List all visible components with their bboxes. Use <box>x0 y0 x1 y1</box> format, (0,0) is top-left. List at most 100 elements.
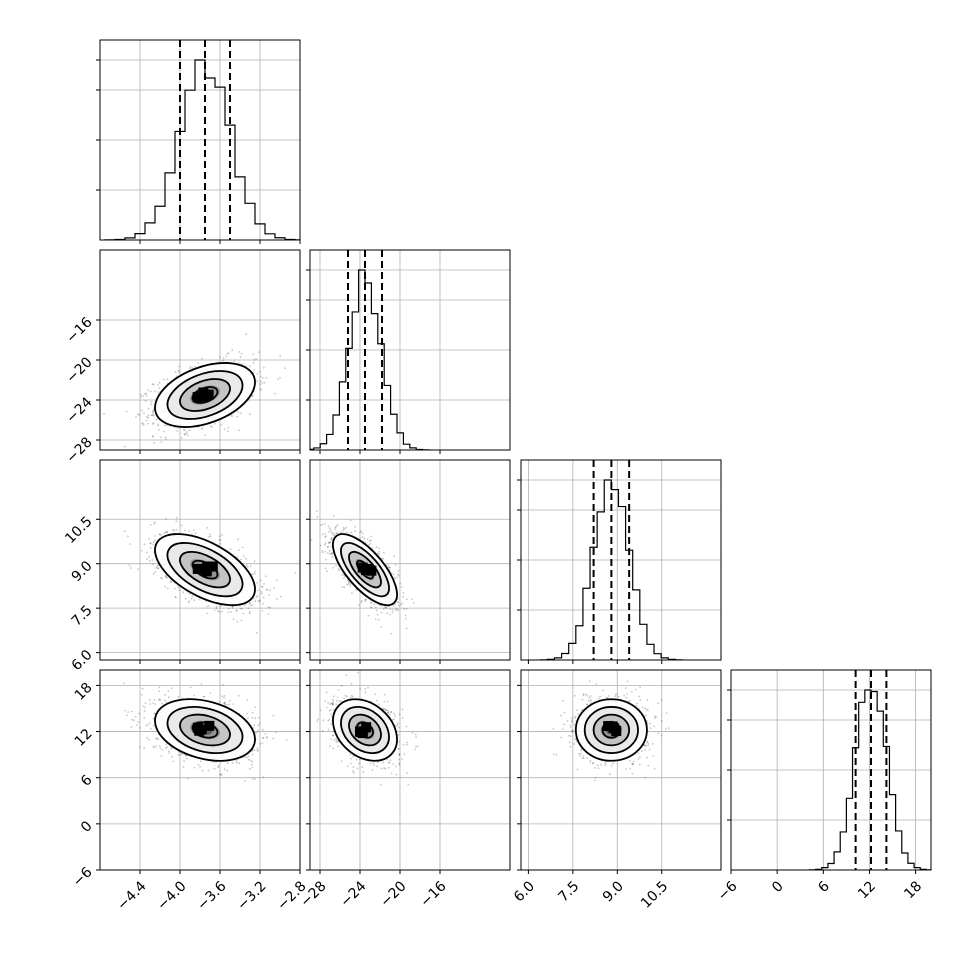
panel-frame <box>309 459 511 661</box>
scatter-point <box>384 606 386 609</box>
scatter-point <box>197 362 199 364</box>
scatter-point <box>412 602 415 604</box>
scatter-point <box>230 611 233 613</box>
scatter-point <box>219 535 222 538</box>
scatter-point <box>244 756 246 758</box>
scatter-point <box>347 583 350 585</box>
scatter-point <box>151 383 154 386</box>
scatter-point <box>380 611 383 614</box>
scatter-point <box>144 400 147 402</box>
density-peak-cell <box>192 563 203 574</box>
scatter-point <box>175 528 178 531</box>
scatter-point <box>240 412 242 415</box>
scatter-point <box>145 558 148 561</box>
scatter-point <box>263 583 265 585</box>
scatter-point <box>175 596 177 599</box>
scatter-point <box>145 419 148 422</box>
scatter-point <box>154 390 157 393</box>
scatter-point <box>265 588 268 591</box>
scatter-point <box>140 693 143 696</box>
scatter-point <box>160 577 163 580</box>
scatter-point <box>243 604 246 607</box>
scatter-point <box>166 531 168 534</box>
scatter-point <box>285 739 288 741</box>
scatter-point <box>396 608 399 611</box>
scatter-point <box>188 429 191 432</box>
contour-line-2 <box>166 542 244 598</box>
scatter-point <box>171 580 173 583</box>
scatter-point <box>123 445 126 448</box>
scatter-point <box>330 531 333 534</box>
scatter-point <box>369 601 372 604</box>
scatter-point <box>326 570 328 573</box>
scatter-point <box>174 596 177 598</box>
scatter-point <box>219 605 222 608</box>
contour-line-1 <box>348 550 382 589</box>
scatter-point <box>142 424 145 426</box>
contour-line-3 <box>154 362 256 428</box>
scatter-point <box>157 699 160 701</box>
scatter-point <box>155 566 157 569</box>
scatter-point <box>251 778 254 780</box>
scatter-point <box>351 592 353 595</box>
scatter-point <box>346 583 348 586</box>
histogram-series-1 <box>309 269 430 451</box>
scatter-point <box>335 525 338 528</box>
scatter-point <box>247 607 250 610</box>
scatter-point <box>204 434 207 437</box>
scatter-point <box>327 542 330 545</box>
scatter-point <box>219 543 222 545</box>
contour-line-0 <box>191 386 219 404</box>
scatter-point <box>126 714 128 717</box>
scatter-point <box>200 683 203 686</box>
scatter-point <box>178 371 181 373</box>
scatter-panel-3-0 <box>99 669 301 871</box>
panel-frame <box>99 249 301 451</box>
scatter-point <box>149 542 152 545</box>
scatter-point <box>392 605 395 607</box>
scatter-point <box>393 555 396 558</box>
scatter-point <box>336 524 339 526</box>
scatter-point <box>158 690 161 693</box>
scatter-point <box>236 415 238 418</box>
scatter-point <box>325 558 327 561</box>
density-peak-cell <box>198 387 209 398</box>
scatter-point <box>339 531 342 534</box>
scatter-point <box>402 592 405 594</box>
scatter-point <box>229 548 232 551</box>
scatter-point <box>336 532 339 535</box>
contour-line-2 <box>166 370 244 420</box>
scatter-point <box>209 424 212 427</box>
scatter-point <box>380 626 383 628</box>
scatter-point <box>165 438 167 440</box>
scatter-point <box>364 541 367 544</box>
scatter-point <box>225 355 228 358</box>
scatter-point <box>268 594 270 596</box>
scatter-point <box>361 536 364 538</box>
scatter-point <box>329 529 332 532</box>
scatter-point <box>259 380 262 383</box>
scatter-point <box>261 592 263 595</box>
scatter-point <box>231 605 234 608</box>
scatter-point <box>189 366 192 368</box>
scatter-point <box>374 618 377 620</box>
scatter-point <box>237 694 240 697</box>
scatter-point <box>241 546 244 549</box>
scatter-point <box>155 737 158 740</box>
scatter-point <box>165 747 167 750</box>
scatter-point <box>320 524 322 527</box>
scatter-point <box>400 586 403 588</box>
scatter-point <box>368 539 371 542</box>
scatter-point <box>404 614 407 617</box>
scatter-point <box>364 600 367 602</box>
scatter-point <box>306 543 308 545</box>
scatter-point <box>345 526 348 529</box>
histogram-panel-1 <box>306 249 511 451</box>
scatter-point <box>165 518 167 520</box>
scatter-point <box>193 766 196 769</box>
scatter-point <box>208 533 211 536</box>
scatter-point <box>367 544 370 547</box>
scatter-point <box>321 551 324 554</box>
scatter-point <box>360 530 363 532</box>
scatter-point <box>215 607 218 610</box>
